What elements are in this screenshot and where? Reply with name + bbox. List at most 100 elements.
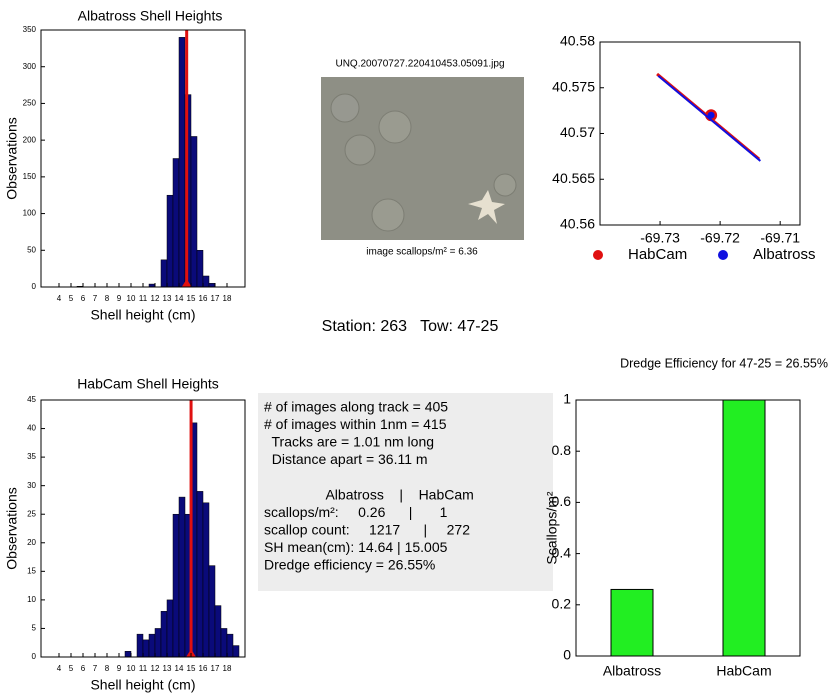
x-tick-label: 7 xyxy=(93,294,98,303)
info-table-row: SH mean(cm): 14.64 | 15.005 xyxy=(264,539,448,555)
y-tick-label: 1 xyxy=(563,391,571,407)
info-table-row: scallop count: 1217 | 272 xyxy=(264,522,470,538)
y-tick-label: 250 xyxy=(23,99,37,108)
x-tick-label: 7 xyxy=(93,664,98,673)
y-tick-label: 0.8 xyxy=(552,442,572,458)
x-tick-label: 14 xyxy=(175,294,184,303)
axes-frame xyxy=(575,399,801,657)
x-tick-label: -69.71 xyxy=(760,230,800,246)
y-tick-label: 25 xyxy=(27,509,36,518)
histogram-bar xyxy=(148,633,156,658)
histogram-bar xyxy=(202,502,210,658)
y-tick-label: 45 xyxy=(27,395,36,404)
histogram-bar xyxy=(154,628,162,658)
x-tick-label: 6 xyxy=(81,664,86,673)
y-tick-label: 50 xyxy=(27,245,36,254)
histogram-bar xyxy=(214,605,222,658)
histogram-bar xyxy=(190,136,198,288)
histogram-bar xyxy=(172,513,180,658)
x-tick-label: 4 xyxy=(57,294,62,303)
y-tick-label: 0.2 xyxy=(552,596,572,612)
x-tick-label: 18 xyxy=(223,664,232,673)
chart-title: HabCam Shell Heights xyxy=(77,376,219,392)
info-table-row: Albatross | HabCam xyxy=(264,487,474,503)
x-axis-label: Shell height (cm) xyxy=(90,307,195,323)
y-tick-label: 40.57 xyxy=(560,124,595,140)
station-label: Station: 263 Tow: 47-25 xyxy=(322,318,499,335)
histogram-bar xyxy=(196,491,204,658)
x-tick-label: 8 xyxy=(105,294,110,303)
x-axis-label: Shell height (cm) xyxy=(90,677,195,693)
legend-label: HabCam xyxy=(628,246,687,263)
histogram-bar xyxy=(232,645,240,658)
x-tick-label: 17 xyxy=(211,294,220,303)
histogram-bar xyxy=(208,283,216,288)
x-tick-label: 5 xyxy=(69,294,74,303)
chart-title: Dredge Efficiency for 47-25 = 26.55% xyxy=(620,356,828,370)
x-tick-label: 14 xyxy=(175,664,184,673)
histogram-bar xyxy=(160,259,168,288)
histogram-bar xyxy=(166,194,174,288)
y-tick-label: 30 xyxy=(27,481,36,490)
y-tick-label: 20 xyxy=(27,538,36,547)
bar xyxy=(610,588,654,657)
x-tick-label: 16 xyxy=(199,664,208,673)
info-line: # of images within 1nm = 415 xyxy=(264,416,447,432)
histogram-bar xyxy=(160,611,168,658)
x-tick-label: 12 xyxy=(151,294,160,303)
mean-marker xyxy=(181,279,192,287)
y-tick-label: 15 xyxy=(27,566,36,575)
histogram-bar xyxy=(220,628,228,658)
info-line: # of images along track = 405 xyxy=(264,399,448,415)
histogram-bar xyxy=(178,37,186,288)
image-caption: image scallops/m² = 6.36 xyxy=(366,247,478,258)
y-tick-label: 100 xyxy=(23,209,37,218)
y-tick-label: 5 xyxy=(32,624,37,633)
histogram-bar xyxy=(208,565,216,658)
y-tick-label: 40.58 xyxy=(560,33,595,49)
y-tick-label: 300 xyxy=(23,62,37,71)
x-tick-label: Albatross xyxy=(603,663,661,679)
x-tick-label: 16 xyxy=(199,294,208,303)
x-tick-label: 15 xyxy=(187,294,196,303)
x-tick-label: 12 xyxy=(151,664,160,673)
y-axis-label: Scallops/m² xyxy=(544,491,560,564)
y-tick-label: 0 xyxy=(563,647,571,663)
x-tick-label: 10 xyxy=(127,664,136,673)
y-tick-label: 0.4 xyxy=(552,544,572,560)
x-tick-label: 11 xyxy=(139,294,148,303)
info-box xyxy=(258,393,553,591)
y-tick-label: 40.565 xyxy=(552,170,595,186)
y-axis-label: Observations xyxy=(4,487,20,569)
histogram-bar xyxy=(202,275,210,288)
track-line xyxy=(657,75,762,162)
histogram-bar xyxy=(166,599,174,658)
y-tick-label: 35 xyxy=(27,452,36,461)
chart-title: Albatross Shell Heights xyxy=(78,8,223,24)
info-table-row: scallops/m²: 0.26 | 1 xyxy=(264,504,448,520)
info-line: Distance apart = 36.11 m xyxy=(264,451,428,467)
x-tick-label: 17 xyxy=(211,664,220,673)
y-tick-label: 40.56 xyxy=(560,216,595,232)
histogram-bar xyxy=(226,633,234,658)
legend-label: Albatross xyxy=(753,246,816,263)
legend-marker xyxy=(718,250,728,260)
y-tick-label: 350 xyxy=(23,25,37,34)
x-tick-label: 5 xyxy=(69,664,74,673)
x-tick-label: HabCam xyxy=(716,663,771,679)
image-filename: UNQ.20070727.220410453.05091.jpg xyxy=(335,59,504,70)
y-tick-label: 40 xyxy=(27,424,36,433)
histogram-bar xyxy=(124,651,132,658)
bar xyxy=(722,399,766,657)
histogram-bar xyxy=(142,639,150,658)
seafloor-photo xyxy=(321,77,524,240)
y-tick-label: 0.6 xyxy=(552,493,572,509)
y-axis-label: Observations xyxy=(4,117,20,199)
x-tick-label: 13 xyxy=(163,294,172,303)
y-tick-label: 0 xyxy=(32,652,37,661)
x-tick-label: 18 xyxy=(223,294,232,303)
x-tick-label: -69.72 xyxy=(700,230,740,246)
y-tick-label: 40.575 xyxy=(552,78,595,94)
x-tick-label: 4 xyxy=(57,664,62,673)
